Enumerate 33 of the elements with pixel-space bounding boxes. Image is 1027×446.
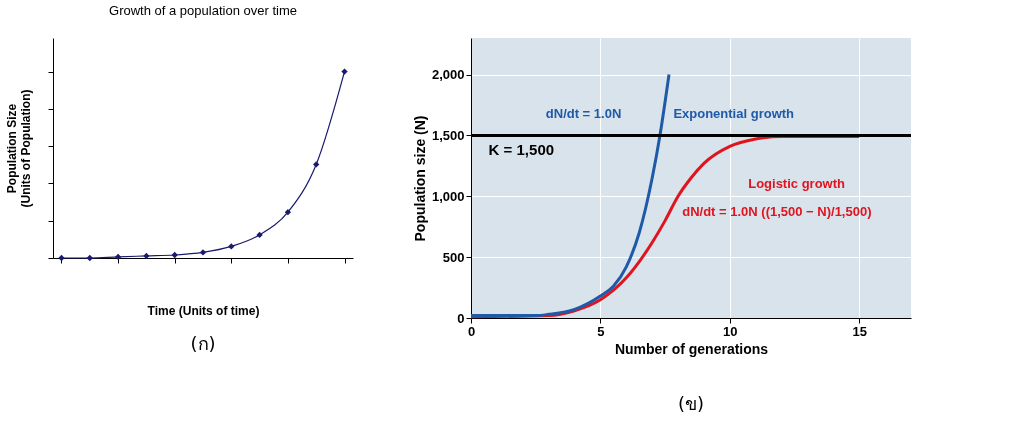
point — [256, 231, 263, 239]
y-tick-label: 1,000 — [431, 188, 465, 204]
point — [341, 68, 348, 75]
point — [313, 161, 320, 168]
point — [171, 251, 178, 259]
x-tick-label: 15 — [852, 323, 867, 339]
y-tick-label: 1,500 — [431, 127, 465, 143]
text: Logistic growth — [748, 175, 846, 191]
point — [143, 252, 150, 260]
ref-line-label: K = 1,500 — [488, 141, 555, 159]
text: (ข) — [677, 393, 705, 414]
point — [114, 253, 122, 261]
y-tick-label: 2,000 — [431, 67, 465, 83]
x-tick-label: 5 — [597, 323, 605, 339]
y-tick-label: 500 — [442, 249, 465, 265]
x-tick-label: 0 — [467, 323, 476, 339]
series-label: Exponential growth — [673, 105, 795, 121]
text: (ก) — [190, 333, 216, 354]
x-axis-title: Number of generations — [614, 340, 769, 357]
annotation: dN/dt = 1.0N ((1,500 − N)/1,500) — [682, 203, 872, 219]
point — [86, 254, 93, 262]
line-series — [469, 73, 671, 318]
y-axis-title: Population size (N) — [411, 115, 428, 242]
y-tick-label: 0 — [457, 310, 465, 326]
point — [58, 254, 65, 262]
point — [199, 249, 207, 256]
point — [228, 243, 235, 250]
x-axis-title: Time (Units of time) — [147, 303, 260, 318]
chart-title: Growth of a population over time — [109, 3, 297, 18]
annotation: dN/dt = 1.0N — [545, 105, 622, 121]
point — [284, 208, 292, 216]
y-axis-title: Population Size (Units of Population) — [5, 89, 33, 208]
x-tick-label: 10 — [723, 323, 738, 339]
